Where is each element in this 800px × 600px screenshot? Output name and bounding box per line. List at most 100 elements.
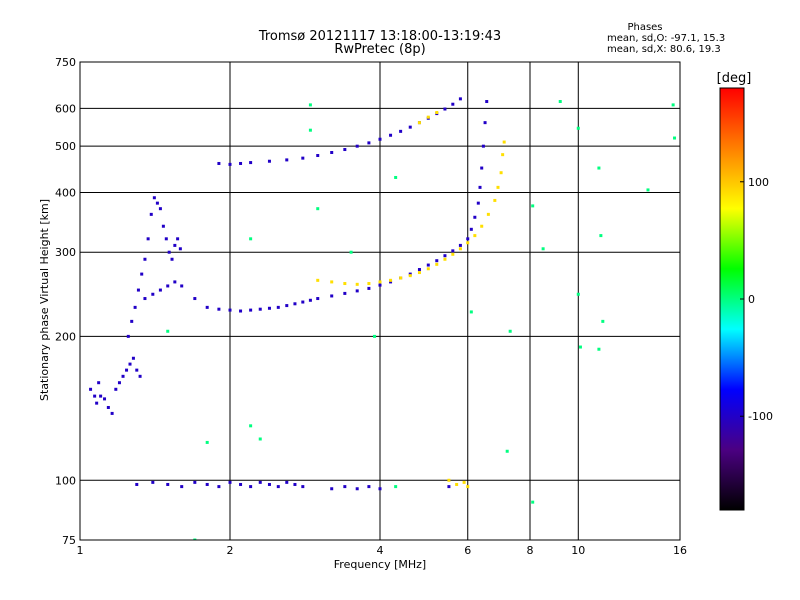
data-point bbox=[149, 212, 153, 216]
data-point bbox=[152, 196, 156, 200]
data-point bbox=[106, 405, 110, 409]
data-point bbox=[180, 284, 184, 288]
data-point bbox=[343, 282, 347, 286]
data-point bbox=[378, 283, 382, 287]
data-point bbox=[408, 125, 412, 129]
data-point bbox=[466, 485, 470, 489]
data-point bbox=[131, 356, 135, 360]
data-point bbox=[541, 247, 545, 251]
data-point bbox=[93, 394, 97, 398]
data-point bbox=[285, 158, 289, 162]
y-tick-label: 75 bbox=[62, 534, 76, 547]
data-point bbox=[173, 243, 177, 247]
data-point bbox=[408, 272, 412, 276]
data-point bbox=[258, 437, 262, 441]
data-point bbox=[114, 387, 118, 391]
data-point bbox=[389, 280, 393, 284]
data-point bbox=[126, 334, 130, 338]
data-point bbox=[435, 111, 439, 115]
x-tick-label: 8 bbox=[527, 544, 534, 557]
data-point bbox=[151, 292, 155, 296]
data-point bbox=[558, 100, 562, 104]
data-point bbox=[476, 201, 480, 205]
data-point bbox=[178, 247, 182, 251]
data-point bbox=[601, 319, 605, 323]
data-point bbox=[389, 278, 393, 282]
plot-frame bbox=[79, 61, 681, 541]
x-tick-label: 6 bbox=[464, 544, 471, 557]
data-point bbox=[597, 166, 601, 170]
data-point bbox=[466, 237, 470, 241]
data-point bbox=[458, 247, 462, 251]
data-point bbox=[249, 237, 253, 241]
data-point bbox=[435, 262, 439, 266]
data-point bbox=[443, 254, 447, 258]
colorbar-tick-label: 0 bbox=[748, 293, 755, 306]
data-point bbox=[228, 480, 232, 484]
data-point bbox=[455, 482, 459, 486]
data-point bbox=[426, 263, 430, 267]
data-point bbox=[646, 188, 650, 192]
data-point bbox=[483, 121, 487, 125]
data-point bbox=[138, 374, 142, 378]
data-point bbox=[151, 480, 155, 484]
data-point bbox=[125, 368, 129, 372]
data-point bbox=[673, 136, 677, 140]
data-point bbox=[389, 133, 393, 137]
data-point bbox=[205, 482, 209, 486]
data-point bbox=[505, 449, 509, 453]
data-point bbox=[355, 487, 359, 491]
data-point bbox=[193, 538, 197, 540]
data-point bbox=[355, 289, 359, 293]
data-point bbox=[146, 237, 150, 241]
x-axis-label: Frequency [MHz] bbox=[334, 558, 426, 571]
data-point bbox=[316, 297, 320, 301]
data-point bbox=[399, 129, 403, 133]
data-point bbox=[308, 128, 312, 132]
data-point bbox=[349, 250, 353, 254]
data-point bbox=[378, 487, 382, 491]
data-point bbox=[95, 401, 99, 405]
data-point bbox=[103, 397, 107, 401]
data-point bbox=[599, 234, 603, 238]
data-point bbox=[355, 144, 359, 148]
data-point bbox=[343, 148, 347, 152]
data-point bbox=[447, 485, 451, 489]
data-point bbox=[173, 280, 177, 284]
data-point bbox=[166, 482, 170, 486]
data-point bbox=[276, 305, 280, 309]
data-point bbox=[143, 297, 147, 301]
y-axis-label: Stationary phase Virtual Height [km] bbox=[38, 199, 51, 401]
data-point bbox=[276, 485, 280, 489]
data-point bbox=[417, 268, 421, 272]
data-point bbox=[267, 159, 271, 163]
data-point bbox=[135, 368, 139, 372]
data-point bbox=[330, 150, 334, 154]
data-point bbox=[417, 271, 421, 275]
stats-heading: Phases bbox=[627, 22, 662, 33]
data-point bbox=[193, 480, 197, 484]
data-point bbox=[285, 480, 289, 484]
data-point bbox=[239, 482, 243, 486]
data-point bbox=[133, 305, 137, 309]
data-point bbox=[258, 480, 262, 484]
colorbar-label: [deg] bbox=[717, 71, 752, 86]
data-point bbox=[343, 291, 347, 295]
data-point bbox=[135, 482, 139, 486]
data-point bbox=[469, 227, 473, 231]
stats-o-mode: mean, sd,O: -97.1, 15.3 bbox=[607, 33, 725, 44]
data-point bbox=[301, 156, 305, 160]
data-point bbox=[121, 374, 125, 378]
data-point bbox=[117, 381, 121, 385]
y-tick-label: 500 bbox=[55, 140, 76, 153]
data-point bbox=[451, 102, 455, 106]
data-point bbox=[378, 280, 382, 284]
data-point bbox=[435, 259, 439, 263]
data-point bbox=[316, 207, 320, 211]
data-point bbox=[443, 107, 447, 111]
colorbar-tick-label: -100 bbox=[748, 410, 773, 423]
data-point bbox=[249, 485, 253, 489]
data-point bbox=[367, 286, 371, 290]
data-point bbox=[485, 100, 489, 104]
